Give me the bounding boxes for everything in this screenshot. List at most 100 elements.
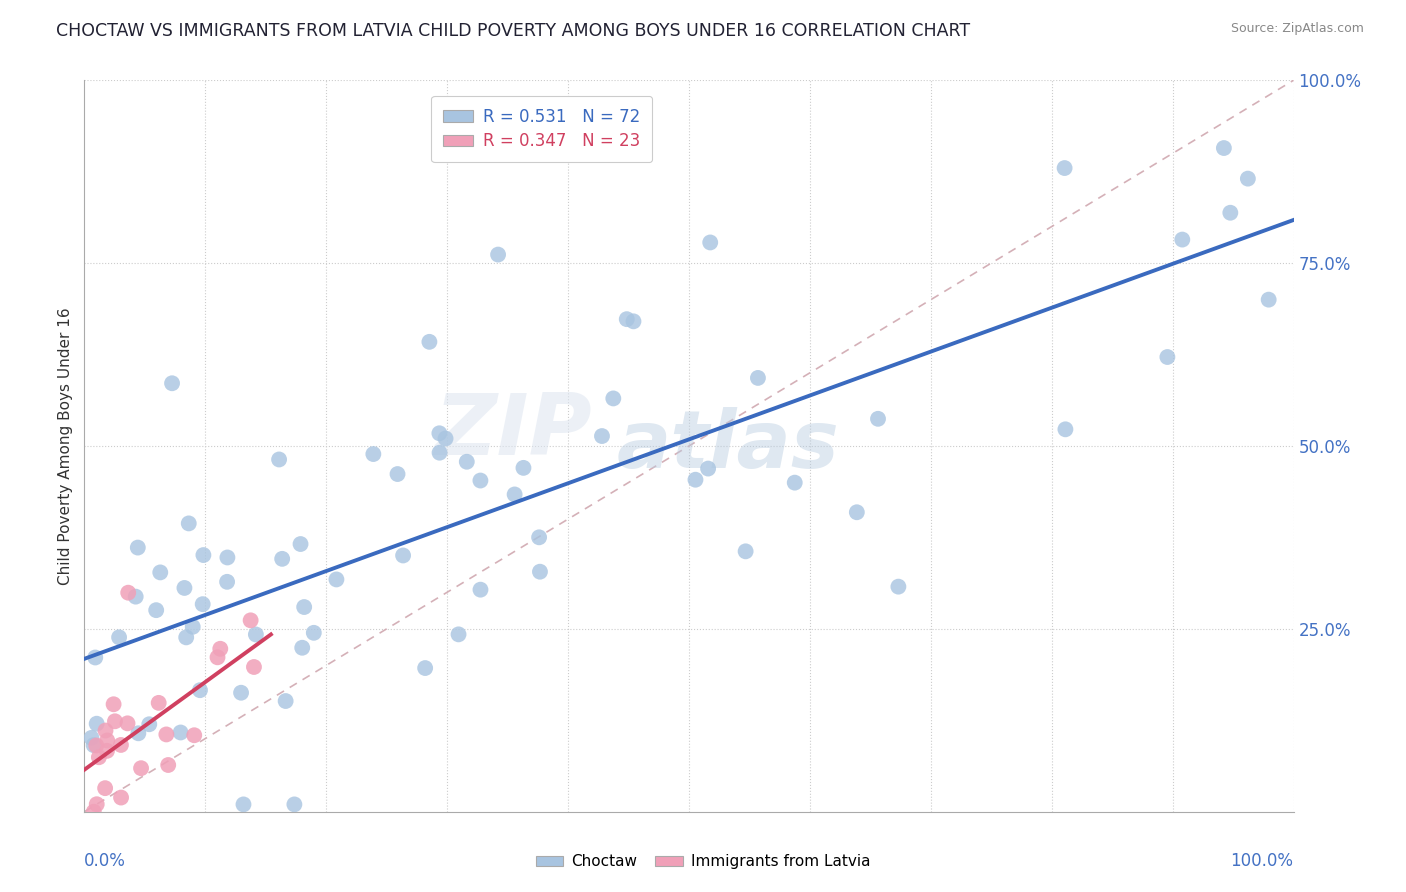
Point [1237, 171, 1260, 186]
Text: ZIP: ZIP [434, 390, 592, 473]
Point [232, 797, 254, 812]
Point [1053, 161, 1076, 175]
Point [129, 761, 152, 775]
Point [292, 600, 315, 615]
Point [274, 694, 297, 708]
Point [470, 582, 492, 597]
Point [87, 750, 110, 764]
Point [155, 727, 177, 741]
Point [699, 235, 721, 250]
Point [470, 474, 492, 488]
Point [363, 447, 385, 461]
Point [157, 758, 180, 772]
Point [1054, 422, 1077, 436]
Point [697, 461, 720, 475]
Point [217, 550, 239, 565]
Point [86, 716, 108, 731]
Point [512, 461, 534, 475]
Point [325, 573, 347, 587]
Point [434, 432, 457, 446]
Point [1212, 141, 1234, 155]
Point [103, 698, 125, 712]
Point [413, 661, 436, 675]
Point [94, 723, 117, 738]
Point [127, 726, 149, 740]
Point [783, 475, 806, 490]
Point [503, 487, 526, 501]
Point [86, 797, 108, 812]
Point [239, 613, 262, 627]
Point [269, 452, 291, 467]
Y-axis label: Child Poverty Among Boys Under 16: Child Poverty Among Boys Under 16 [58, 307, 73, 585]
Point [138, 717, 160, 731]
Point [169, 725, 191, 739]
Point [83, 805, 105, 819]
Point [529, 565, 551, 579]
Text: 0.0%: 0.0% [84, 852, 127, 870]
Point [418, 334, 440, 349]
Point [1219, 206, 1241, 220]
Point [245, 627, 267, 641]
Point [527, 530, 550, 544]
Point [148, 696, 170, 710]
Point [456, 455, 478, 469]
Point [209, 641, 232, 656]
Point [591, 429, 613, 443]
Point [173, 581, 195, 595]
Point [94, 781, 117, 796]
Point [283, 797, 305, 812]
Legend: R = 0.531   N = 72, R = 0.347   N = 23: R = 0.531 N = 72, R = 0.347 N = 23 [432, 96, 652, 162]
Point [1171, 233, 1194, 247]
Point [110, 790, 132, 805]
Point [271, 551, 294, 566]
Point [616, 312, 638, 326]
Point [623, 314, 645, 328]
Point [174, 631, 197, 645]
Point [302, 625, 325, 640]
Point [193, 548, 215, 562]
Point [229, 686, 252, 700]
Point [217, 574, 239, 589]
Point [84, 650, 107, 665]
Point [117, 716, 139, 731]
Point [243, 660, 266, 674]
Point [117, 585, 139, 599]
Point [734, 544, 756, 558]
Point [177, 516, 200, 531]
Point [685, 473, 707, 487]
Text: atlas: atlas [616, 407, 839, 485]
Point [291, 640, 314, 655]
Point [1156, 350, 1178, 364]
Point [207, 650, 229, 665]
Point [160, 376, 183, 391]
Point [188, 683, 211, 698]
Text: Source: ZipAtlas.com: Source: ZipAtlas.com [1230, 22, 1364, 36]
Point [149, 566, 172, 580]
Point [1257, 293, 1279, 307]
Point [747, 371, 769, 385]
Point [96, 733, 118, 747]
Point [429, 426, 451, 441]
Legend: Choctaw, Immigrants from Latvia: Choctaw, Immigrants from Latvia [530, 848, 876, 875]
Point [191, 597, 214, 611]
Point [108, 630, 131, 644]
Point [83, 738, 105, 752]
Point [84, 739, 107, 753]
Point [110, 738, 132, 752]
Text: CHOCTAW VS IMMIGRANTS FROM LATVIA CHILD POVERTY AMONG BOYS UNDER 16 CORRELATION : CHOCTAW VS IMMIGRANTS FROM LATVIA CHILD … [56, 22, 970, 40]
Point [183, 728, 205, 742]
Point [392, 549, 415, 563]
Point [387, 467, 409, 481]
Point [866, 412, 889, 426]
Point [887, 580, 910, 594]
Point [127, 541, 149, 555]
Point [104, 714, 127, 729]
Point [181, 620, 204, 634]
Point [96, 744, 118, 758]
Point [447, 627, 470, 641]
Point [80, 731, 103, 745]
Point [845, 505, 868, 519]
Text: 100.0%: 100.0% [1230, 852, 1294, 870]
Point [486, 247, 509, 261]
Point [602, 392, 624, 406]
